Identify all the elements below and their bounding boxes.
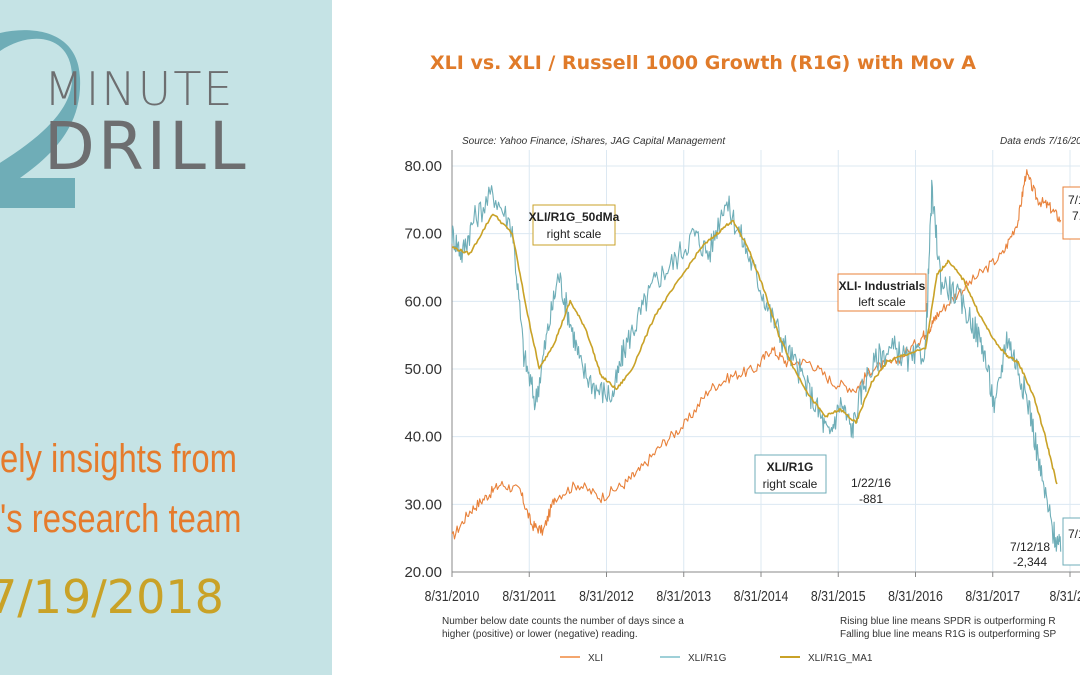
y-tick-label: 70.00 [404, 226, 442, 243]
footnote-left-2: higher (positive) or lower (negative) re… [442, 629, 638, 640]
legend-label: XLI/R1G [688, 653, 727, 664]
footnote-right-1: Rising blue line means SPDR is outperfor… [840, 616, 1056, 627]
tagline-line1: ely insights from [0, 437, 237, 481]
x-tick-label: 8/31/2016 [888, 588, 943, 604]
y-tick-label: 20.00 [404, 564, 442, 581]
y-tick-label: 60.00 [404, 293, 442, 310]
x-tick-label: 8/31/2013 [656, 588, 711, 604]
annotation-title: XLI- Industrials [839, 279, 926, 293]
annotation-date: 7/1 [1068, 193, 1080, 207]
series-line-xli-r1g-ma1 [451, 213, 1058, 485]
x-tick-label: 8/31/2017 [965, 588, 1020, 604]
annotation-sub: right scale [547, 227, 602, 241]
x-tick-label: 8/31/2011 [502, 588, 556, 604]
logo-drill: DRILL [44, 108, 249, 185]
x-tick-label: 8/31/2010 [425, 588, 480, 604]
annotation-sub: right scale [763, 477, 818, 491]
y-tick-label: 80.00 [404, 158, 442, 175]
annotation-xli-label: XLI- Industrials left scale [837, 273, 927, 312]
annotation-xli-latest: 7/1 7. [1062, 186, 1080, 240]
logo-minute: MINUTE [44, 62, 235, 116]
post-date: 7/19/2018 [0, 570, 224, 624]
x-tick-label: 8/31/2012 [579, 588, 634, 604]
series-line-xli-r1g [451, 179, 1062, 552]
y-tick-label: 50.00 [404, 361, 442, 378]
y-tick-label: 30.00 [404, 496, 442, 513]
annotation-ma-label: XLI/R1G_50dMa right scale [529, 204, 620, 246]
footnote-left-1: Number below date counts the number of d… [442, 616, 684, 627]
tagline-line2: 's research team [0, 497, 242, 541]
series-line-xli [451, 169, 1062, 540]
data-ends-note: Data ends 7/16/20 [1000, 136, 1080, 147]
legend-item: XLI/R1G_MA1 [780, 653, 873, 664]
annotation-date: 1/22/16 [851, 476, 891, 490]
x-tick-label: 8/31/2015 [811, 588, 866, 604]
x-tick-label: 8/31/2014 [734, 588, 789, 604]
annotation-sub: left scale [858, 295, 906, 309]
x-tick-label: 8/31/20 [1049, 588, 1080, 604]
legend-label: XLI/R1G_MA1 [808, 653, 873, 664]
legend-label: XLI [588, 653, 603, 664]
annotation-date: 7/12/18 [1010, 540, 1050, 554]
footnote-right-2: Falling blue line means R1G is outperfor… [840, 629, 1057, 640]
annotation-title: XLI/R1G [767, 460, 814, 474]
legend-item: XLI [560, 653, 603, 664]
legend-item: XLI/R1G [660, 653, 727, 664]
annotation-date: 7/1 [1068, 527, 1080, 541]
y-tick-label: 40.00 [404, 429, 442, 446]
chart-title: XLI vs. XLI / Russell 1000 Growth (R1G) … [430, 52, 976, 74]
two-minute-drill-banner: MINUTE DRILL ely insights from 's resear… [0, 0, 332, 675]
annotation-low-2018: 7/12/18 -2,344 [1010, 540, 1050, 569]
logo-number-2-graphic [0, 30, 81, 208]
annotation-count: -2,344 [1013, 555, 1047, 569]
annotation-ratio-latest: 7/1 [1062, 517, 1080, 566]
chart-source: Source: Yahoo Finance, iShares, JAG Capi… [462, 136, 726, 147]
annotation-low-2016: 1/22/16 -881 [851, 476, 891, 506]
annotation-ratio-label: XLI/R1G right scale [754, 454, 827, 494]
annotation-value: 7. [1072, 209, 1080, 223]
annotation-title: XLI/R1G_50dMa [529, 210, 620, 224]
annotation-count: -881 [859, 492, 883, 506]
